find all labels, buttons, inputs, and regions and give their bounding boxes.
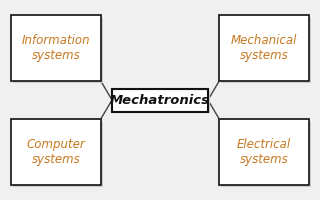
FancyBboxPatch shape	[219, 15, 309, 81]
FancyBboxPatch shape	[112, 88, 208, 112]
FancyBboxPatch shape	[13, 121, 103, 187]
FancyBboxPatch shape	[221, 121, 311, 187]
Text: Mechatronics: Mechatronics	[110, 94, 210, 106]
FancyBboxPatch shape	[114, 90, 210, 113]
Text: Computer
systems: Computer systems	[27, 138, 85, 166]
Text: Information
systems: Information systems	[22, 34, 90, 62]
FancyBboxPatch shape	[11, 119, 101, 185]
FancyBboxPatch shape	[219, 119, 309, 185]
FancyBboxPatch shape	[221, 17, 311, 83]
FancyBboxPatch shape	[11, 15, 101, 81]
Text: Mechanical
systems: Mechanical systems	[231, 34, 297, 62]
Text: Electrical
systems: Electrical systems	[237, 138, 291, 166]
FancyBboxPatch shape	[13, 17, 103, 83]
